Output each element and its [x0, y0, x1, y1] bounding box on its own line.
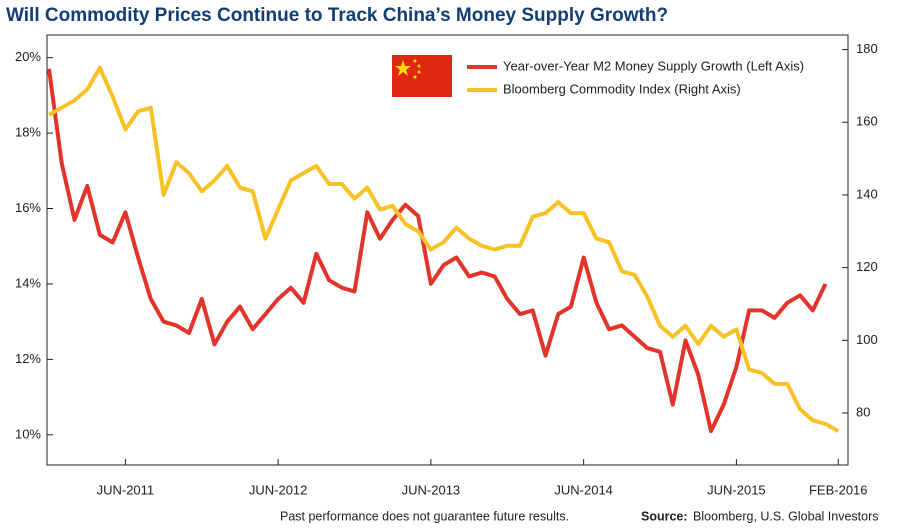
y2-tick-label: 180: [856, 41, 878, 56]
legend-label: Year-over-Year M2 Money Supply Growth (L…: [503, 58, 804, 73]
x-tick-label: JUN-2014: [554, 482, 613, 497]
plot-frame: [46, 34, 849, 466]
x-tick-label: JUN-2015: [707, 482, 766, 497]
y-tick-label: 16%: [15, 200, 41, 215]
y2-tick-label: 100: [856, 332, 878, 347]
china-flag: [392, 55, 452, 97]
y2-tick-label: 140: [856, 186, 878, 201]
series-line: [47, 68, 828, 434]
y-tick-label: 12%: [15, 351, 41, 366]
source: Bloomberg, U.S. Global Investors: [693, 509, 879, 523]
x-tick-label: FEB-2016: [809, 482, 868, 497]
y2-tick-label: 80: [856, 404, 870, 419]
x-tick-label: JUN-2011: [97, 482, 155, 497]
y-tick-label: 18%: [15, 125, 41, 140]
y-tick-label: 10%: [15, 426, 41, 441]
source-label: Source:: [641, 509, 688, 523]
legend-label: Bloomberg Commodity Index (Right Axis): [503, 81, 741, 96]
y2-tick-label: 120: [856, 259, 878, 274]
x-tick-label: JUN-2013: [402, 482, 461, 497]
x-tick-label: JUN-2012: [249, 482, 308, 497]
y-tick-label: 14%: [15, 275, 41, 290]
note: Past performance does not guarantee futu…: [280, 509, 569, 523]
y-tick-label: 20%: [15, 49, 41, 64]
y2-tick-label: 160: [856, 114, 878, 129]
chart-title: Will Commodity Prices Continue to Track …: [6, 5, 668, 26]
series-line: [48, 65, 840, 433]
